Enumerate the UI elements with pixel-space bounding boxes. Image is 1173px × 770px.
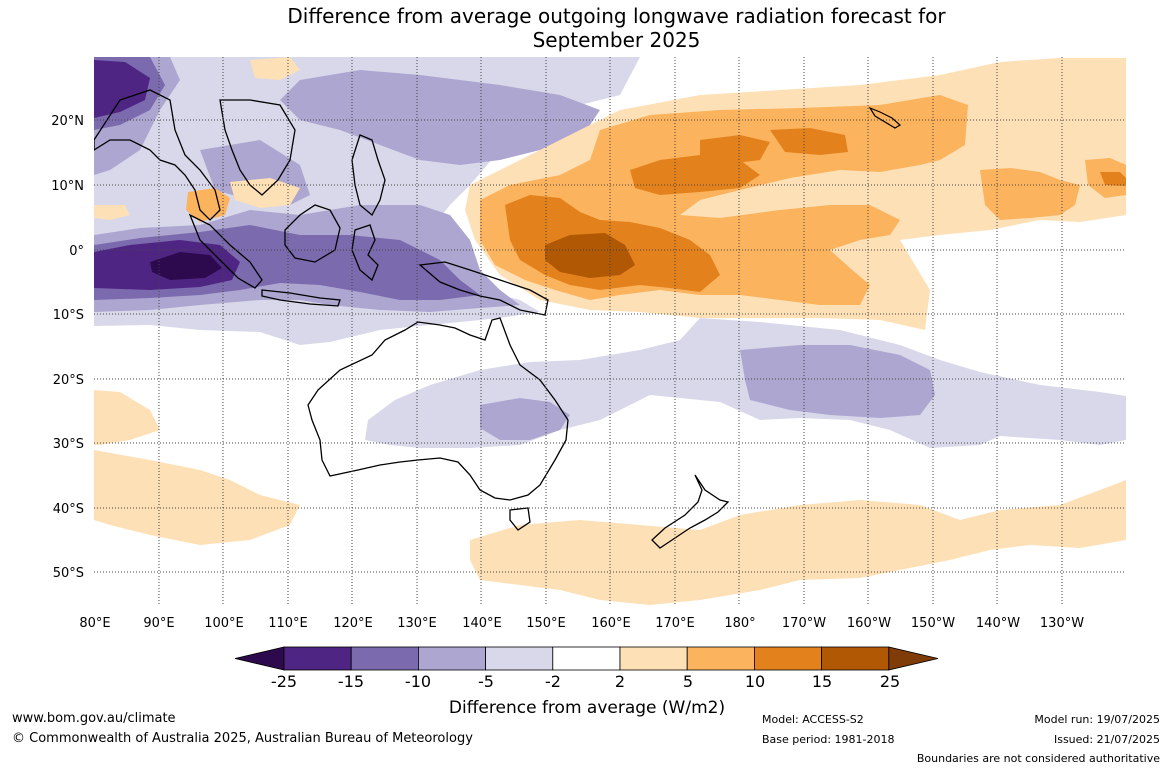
colorbar-segment (552, 646, 621, 671)
lon-label: 140°E (462, 616, 502, 631)
lon-label: 170°E (655, 616, 695, 631)
sumatra-outline (188, 213, 263, 289)
colorbar-tick-label: -15 (338, 672, 364, 691)
lon-label: 80°E (79, 616, 110, 631)
region-strong-orange-e (1100, 172, 1126, 186)
colorbar-segment (686, 646, 755, 671)
colorbar-tick-label: -5 (478, 672, 494, 691)
colorbar-tick-label: 2 (615, 672, 625, 691)
australia-outline (307, 317, 569, 501)
region-light-orange-sw (94, 390, 160, 445)
philippines-outline (351, 134, 386, 217)
new-guinea-outline (418, 261, 549, 316)
lat-label: 50°S (53, 566, 84, 581)
lon-label: 100°E (204, 616, 244, 631)
lat-label: 0° (69, 244, 84, 259)
title-line-2: September 2025 (532, 28, 701, 52)
copyright-text: © Commonwealth of Australia 2025, Austra… (12, 731, 473, 746)
lon-label: 130°E (397, 616, 437, 631)
region-light-orange-south (470, 480, 1126, 605)
indochina-outline (219, 99, 296, 196)
anomaly-field (94, 57, 1126, 605)
lat-label: 40°S (53, 502, 84, 517)
borneo-outline (284, 204, 341, 263)
lat-label: 10°S (53, 308, 84, 323)
base-period-text: Base period: 1981-2018 (762, 733, 895, 746)
lon-label: 130°W (1040, 616, 1084, 631)
lon-label: 140°W (976, 616, 1020, 631)
colorbar (234, 646, 939, 671)
colorbar-title: Difference from average (W/m2) (449, 698, 725, 718)
graticule (94, 57, 1126, 605)
colorbar-arrow-low (234, 646, 285, 671)
model-run-text: Model run: 19/07/2025 (1034, 713, 1160, 726)
latitude-labels: 20°N 10°N 0° 10°S 20°S 30°S 40°S 50°S (51, 114, 84, 581)
region-orange-east (980, 168, 1080, 220)
lon-label: 120°E (333, 616, 373, 631)
colorbar-segment (754, 646, 823, 671)
colorbar-tick-label: 15 (812, 672, 832, 691)
chart-title: Difference from average outgoing longwav… (0, 4, 1173, 52)
lon-label: 90°E (143, 616, 174, 631)
region-light-orange-nw (250, 57, 300, 80)
hawaii-outline (868, 106, 902, 129)
colorbar-tick-label: -2 (545, 672, 561, 691)
region-extreme-purple (150, 252, 222, 280)
region-light-orange-indian (94, 450, 300, 545)
lon-label: 170°W (782, 616, 826, 631)
colorbar-tick-label: 10 (745, 672, 765, 691)
colorbar-tick-label: -25 (271, 672, 297, 691)
colorbar-tick-label: -10 (405, 672, 431, 691)
title-line-1: Difference from average outgoing longwav… (287, 4, 946, 28)
colorbar-arrow-high (888, 646, 939, 671)
southeast-asia-outline (94, 89, 221, 221)
colorbar-segment (283, 646, 352, 671)
colorbar-segment (485, 646, 554, 671)
lat-label: 30°S (53, 437, 84, 452)
lon-label: 110°E (268, 616, 308, 631)
website-link[interactable]: www.bom.gov.au/climate (12, 711, 176, 726)
lon-label: 150°E (526, 616, 566, 631)
colorbar-segment (619, 646, 688, 671)
colorbar-tick-label: 5 (683, 672, 693, 691)
lon-label: 160°E (591, 616, 631, 631)
lat-label: 20°N (51, 114, 84, 129)
region-very-strong-orange (545, 233, 635, 278)
longitude-labels: 80°E 90°E 100°E 110°E 120°E 130°E 140°E … (79, 616, 1084, 631)
sulawesi-outline (351, 224, 379, 282)
tasmania-outline (509, 507, 531, 531)
region-purple-aus (480, 398, 570, 440)
lon-label: 180° (724, 616, 755, 631)
region-purple-north2 (280, 70, 600, 165)
region-strong-orange-north2 (700, 135, 770, 165)
region-strong-purple-nw (94, 60, 150, 118)
colorbar-tick-label: 25 (880, 672, 900, 691)
colorbar-segment (417, 646, 486, 671)
region-light-orange-bay (94, 205, 130, 220)
region-purple-pacific (740, 345, 935, 418)
colorbar-tick-labels: -25 -15 -10 -5 -2 2 5 10 15 25 (271, 672, 900, 691)
colorbar-segment (350, 646, 419, 671)
model-text: Model: ACCESS-S2 (762, 713, 864, 726)
region-strong-orange-ne (770, 128, 848, 155)
lat-label: 10°N (51, 179, 84, 194)
issued-text: Issued: 21/07/2025 (1053, 733, 1160, 746)
java-outline (261, 289, 341, 307)
colorbar-segment (821, 646, 890, 671)
lon-label: 150°W (911, 616, 955, 631)
disclaimer-text: Boundaries are not considered authoritat… (916, 752, 1160, 765)
lat-label: 20°S (53, 373, 84, 388)
lon-label: 160°W (847, 616, 891, 631)
